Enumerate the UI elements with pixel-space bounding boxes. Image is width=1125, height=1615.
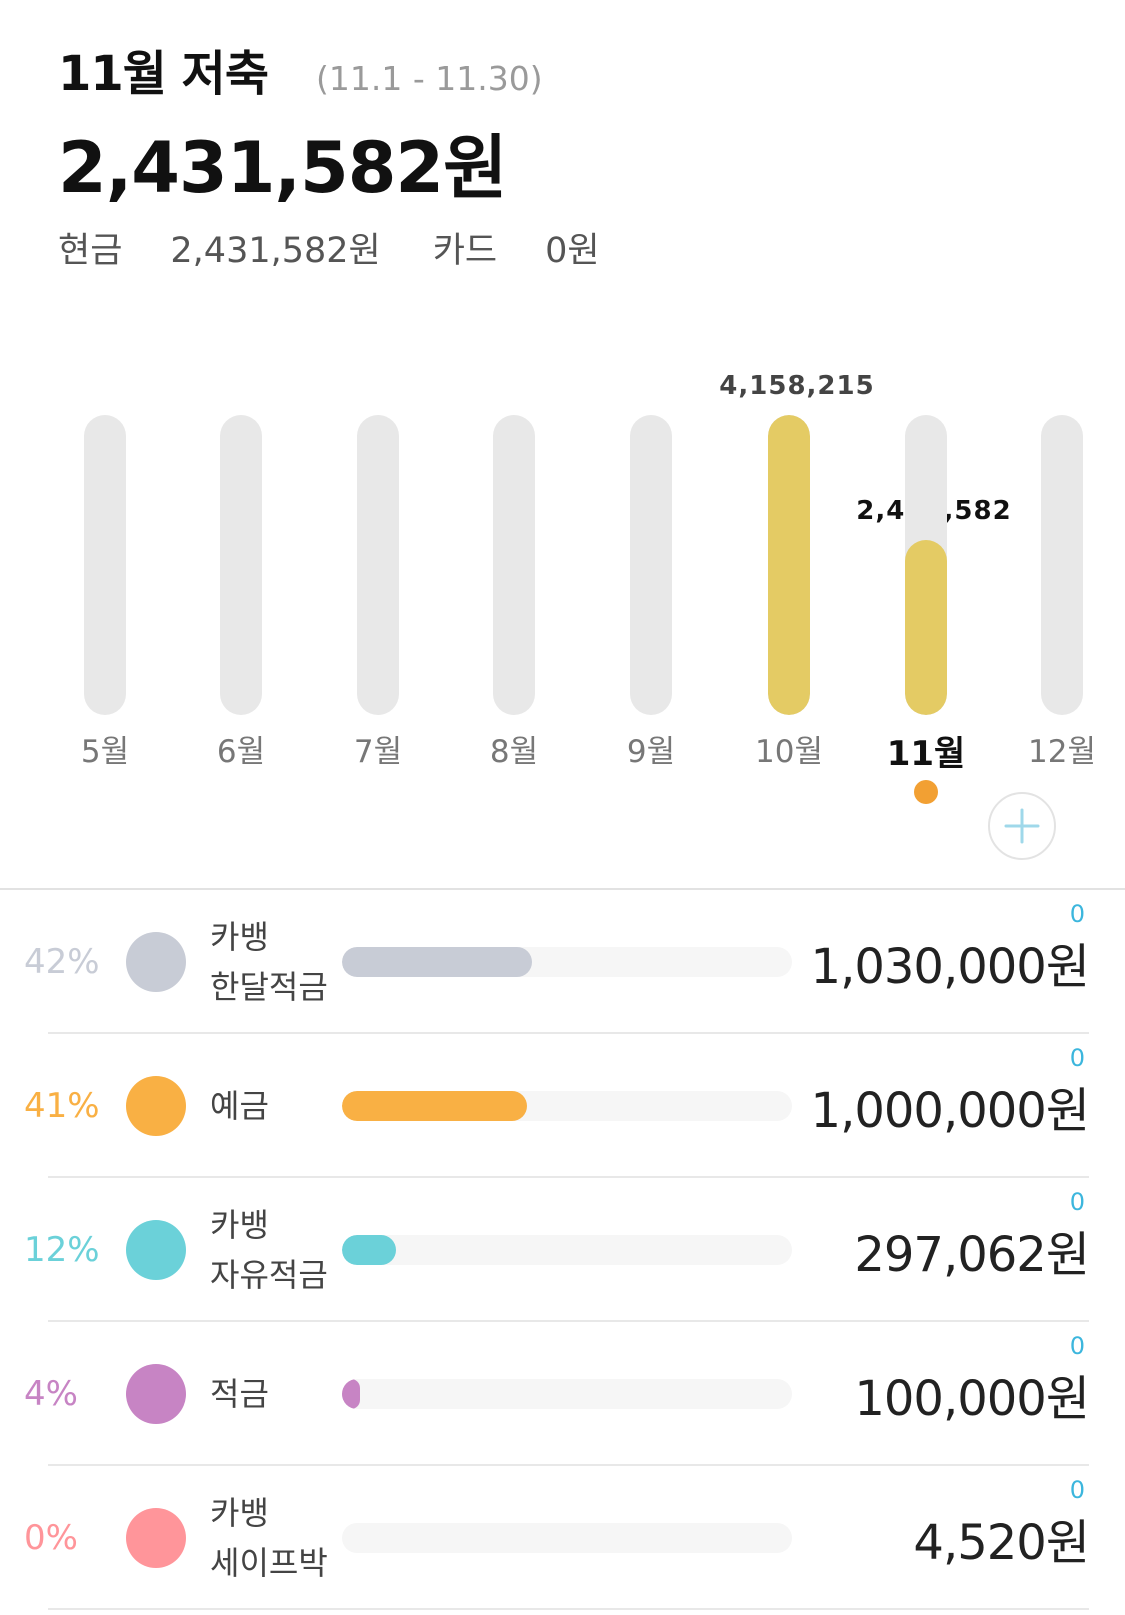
transaction-count: 0 xyxy=(1069,1332,1085,1360)
total-amount: 2,431,582원 xyxy=(58,127,508,209)
month-label[interactable]: 11월 xyxy=(886,734,966,774)
ratio-bar-fill xyxy=(342,1091,528,1121)
category-name: 적금 xyxy=(210,1369,340,1419)
category-name-line1: 카뱅 xyxy=(210,918,269,956)
title-row: 11월 저축 (11.1 - 11.30) xyxy=(58,34,1085,104)
percent-label: 41% xyxy=(24,1086,100,1126)
percent-label: 12% xyxy=(24,1230,100,1270)
header: 11월 저축 (11.1 - 11.30) 2,431,582원 xyxy=(58,34,1085,213)
cash-label: 현금 xyxy=(58,231,123,271)
category-name-line2: 한달적금 xyxy=(210,968,328,1006)
divider xyxy=(0,888,1125,890)
category-name-line1: 적금 xyxy=(210,1375,269,1413)
savings-category-list: 42% 카뱅 한달적금 0 1,030,000원 41% 예금 0 1,000,000원 12% 카… xyxy=(0,890,1125,1610)
category-name-line1: 카뱅 xyxy=(210,1206,269,1244)
category-amount: 1,030,000원 xyxy=(810,939,1090,995)
transaction-count: 0 xyxy=(1069,1188,1085,1216)
bar-value-label: 4,158,215 xyxy=(719,371,875,401)
bar-fill-6 xyxy=(768,415,810,715)
category-name-line1: 카뱅 xyxy=(210,1494,269,1532)
bar-track-7[interactable] xyxy=(905,415,947,715)
ratio-bar-track xyxy=(342,1523,792,1553)
category-name: 예금 xyxy=(210,1081,340,1131)
ratio-bar-fill xyxy=(342,947,532,977)
add-button[interactable] xyxy=(988,792,1056,860)
category-amount: 1,000,000원 xyxy=(810,1083,1090,1139)
month-label[interactable]: 5월 xyxy=(80,734,130,770)
category-color-dot xyxy=(126,1220,186,1280)
month-label[interactable]: 10월 xyxy=(755,734,823,770)
bar-track-2[interactable] xyxy=(220,415,262,715)
payment-breakdown: 현금 2,431,582원 카드 0원 xyxy=(58,222,652,273)
row-divider xyxy=(48,1032,1089,1034)
card-label: 카드 xyxy=(432,231,498,271)
bar-track-6[interactable] xyxy=(768,415,810,715)
transaction-count: 0 xyxy=(1069,1476,1085,1504)
category-name-line2: 자유적금 xyxy=(210,1256,328,1294)
bar-fill-7 xyxy=(905,539,947,715)
cash-value: 2,431,582원 xyxy=(170,231,381,271)
ratio-bar-track xyxy=(342,1379,792,1409)
bar-track-3[interactable] xyxy=(357,415,399,715)
list-item[interactable]: 4% 적금 0 100,000원 xyxy=(0,1322,1125,1466)
bar-track-8[interactable] xyxy=(1041,415,1083,715)
percent-label: 4% xyxy=(24,1374,78,1414)
ratio-bar-track xyxy=(342,947,792,977)
ratio-bar-fill xyxy=(342,1379,361,1409)
list-item[interactable]: 41% 예금 0 1,000,000원 xyxy=(0,1034,1125,1178)
bar-track-5[interactable] xyxy=(630,415,672,715)
ratio-bar-track xyxy=(342,1235,792,1265)
month-label[interactable]: 7월 xyxy=(353,734,403,770)
card-value: 0원 xyxy=(545,231,600,271)
category-color-dot xyxy=(126,932,186,992)
month-label[interactable]: 8월 xyxy=(489,734,539,770)
ratio-bar-track xyxy=(342,1091,792,1121)
plus-icon xyxy=(1004,808,1040,844)
month-label[interactable]: 12월 xyxy=(1028,734,1096,770)
bar-track-4[interactable] xyxy=(493,415,535,715)
category-color-dot xyxy=(126,1364,186,1424)
category-amount: 100,000원 xyxy=(854,1371,1090,1427)
page-title[interactable]: 11월 저축 xyxy=(58,46,269,102)
month-label[interactable]: 9월 xyxy=(626,734,676,770)
category-amount: 4,520원 xyxy=(913,1515,1090,1571)
row-divider xyxy=(48,1464,1089,1466)
row-divider xyxy=(48,1320,1089,1322)
row-divider xyxy=(48,1176,1089,1178)
selected-month-dot xyxy=(914,780,938,804)
percent-label: 0% xyxy=(24,1518,78,1558)
transaction-count: 0 xyxy=(1069,1044,1085,1072)
category-color-dot xyxy=(126,1508,186,1568)
ratio-bar-fill xyxy=(342,1235,397,1265)
date-range: (11.1 - 11.30) xyxy=(316,59,543,98)
month-label[interactable]: 6월 xyxy=(216,734,266,770)
percent-label: 42% xyxy=(24,942,100,982)
category-color-dot xyxy=(126,1076,186,1136)
category-name-line2: 세이프박 xyxy=(210,1544,328,1582)
category-name-line1: 예금 xyxy=(210,1087,269,1125)
category-amount: 297,062원 xyxy=(854,1227,1090,1283)
transaction-count: 0 xyxy=(1069,900,1085,928)
bar-track-1[interactable] xyxy=(84,415,126,715)
row-divider xyxy=(48,1608,1089,1610)
